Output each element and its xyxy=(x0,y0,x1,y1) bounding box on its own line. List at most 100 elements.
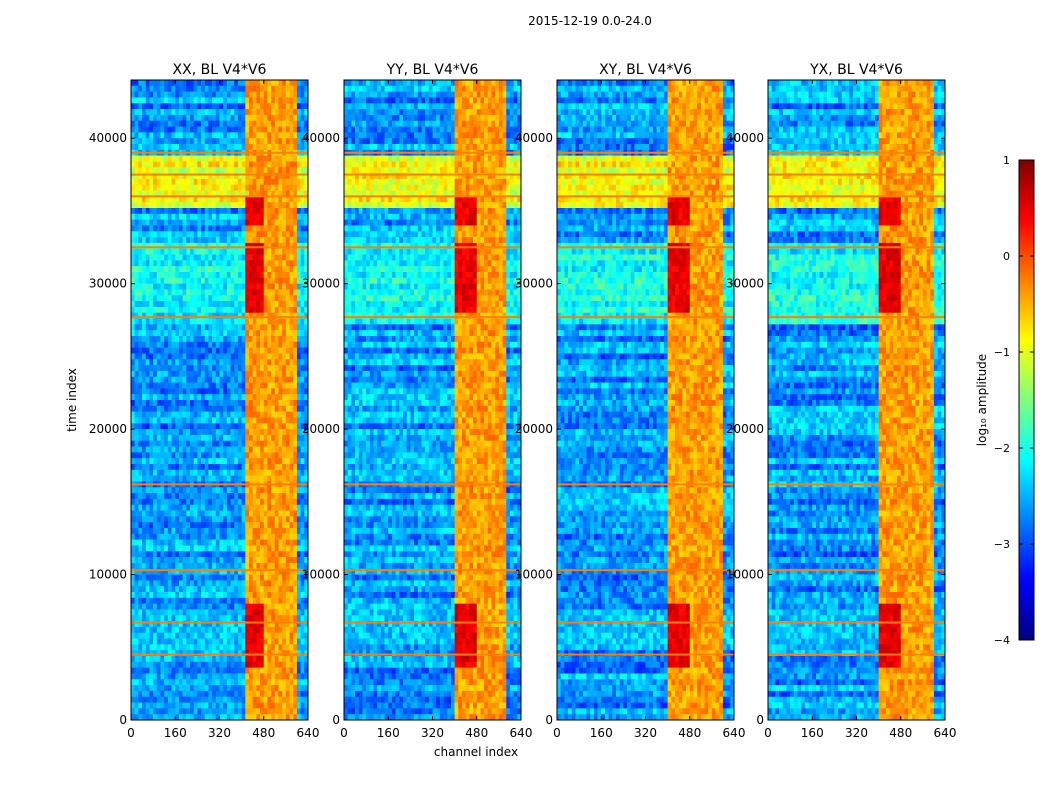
heatmap-cell xyxy=(157,255,161,261)
heatmap-cell xyxy=(220,121,224,127)
heatmap-cell xyxy=(249,266,253,272)
heatmap-cell xyxy=(301,225,305,231)
heatmap-cell xyxy=(223,260,227,266)
heatmap-cell xyxy=(186,167,190,173)
heatmap-cell xyxy=(260,301,264,307)
heatmap-cell xyxy=(194,179,198,185)
heatmap-cell xyxy=(297,266,301,272)
heatmap-cell xyxy=(153,272,157,278)
heatmap-cell xyxy=(245,127,249,133)
heatmap-cell xyxy=(142,132,146,138)
heatmap-cell xyxy=(249,92,253,98)
heatmap-cell xyxy=(260,231,264,237)
heatmap-cell xyxy=(260,167,264,173)
heatmap-cell xyxy=(242,161,246,167)
heatmap-cell xyxy=(135,86,139,92)
heatmap-cell xyxy=(290,266,294,272)
heatmap-cell xyxy=(161,109,165,115)
heatmap-cell xyxy=(175,202,179,208)
heatmap-cell xyxy=(231,255,235,261)
heatmap-cell xyxy=(164,179,168,185)
heatmap-cell xyxy=(157,220,161,226)
heatmap-cell xyxy=(186,249,190,255)
heatmap-cell xyxy=(260,138,264,144)
heatmap-cell xyxy=(175,86,179,92)
heatmap-cell xyxy=(290,202,294,208)
heatmap-cell xyxy=(135,115,139,121)
heatmap-cell xyxy=(168,127,172,133)
heatmap-cell xyxy=(279,214,283,220)
heatmap-cell xyxy=(242,225,246,231)
heatmap-cell xyxy=(301,231,305,237)
heatmap-cell xyxy=(205,127,209,133)
heatmap-cell xyxy=(227,266,231,272)
heatmap-cell xyxy=(223,127,227,133)
heatmap-cell xyxy=(249,97,253,103)
heatmap-cell xyxy=(260,214,264,220)
heatmap-cell xyxy=(172,249,176,255)
heatmap-cell xyxy=(260,115,264,121)
heatmap-cell xyxy=(212,266,216,272)
heatmap-cell xyxy=(290,260,294,266)
heatmap-cell xyxy=(131,109,135,115)
heatmap-cell xyxy=(279,295,283,301)
heatmap-cell xyxy=(183,295,187,301)
heatmap-cell xyxy=(212,278,216,284)
heatmap-cell xyxy=(164,80,168,86)
heatmap-cell xyxy=(231,231,235,237)
heatmap-cell xyxy=(245,156,249,162)
heatmap-cell xyxy=(157,121,161,127)
heatmap-cell xyxy=(260,208,264,214)
heatmap-cell xyxy=(146,138,150,144)
heatmap-cell xyxy=(194,185,198,191)
heatmap-cell xyxy=(253,121,257,127)
heatmap-cell xyxy=(242,115,246,121)
heatmap-cell xyxy=(253,156,257,162)
heatmap-cell xyxy=(138,109,142,115)
heatmap-cell xyxy=(260,144,264,150)
heatmap-cell xyxy=(297,231,301,237)
heatmap-cell xyxy=(216,266,220,272)
heatmap-cell xyxy=(190,179,194,185)
heatmap-cell xyxy=(267,144,271,150)
heatmap-cell xyxy=(168,202,172,208)
heatmap-cell xyxy=(135,179,139,185)
heatmap-cell xyxy=(175,231,179,237)
heatmap-cell xyxy=(153,161,157,167)
heatmap-cell xyxy=(153,103,157,109)
heatmap-cell xyxy=(175,255,179,261)
heatmap-cell xyxy=(135,127,139,133)
heatmap-cell xyxy=(256,289,260,295)
heatmap-cell xyxy=(179,220,183,226)
heatmap-cell xyxy=(205,86,209,92)
heatmap-cell xyxy=(190,260,194,266)
heatmap-cell xyxy=(238,301,242,307)
heatmap-cell xyxy=(234,301,238,307)
heatmap-cell xyxy=(279,115,283,121)
heatmap-cell xyxy=(135,132,139,138)
heatmap-cell xyxy=(242,97,246,103)
heatmap-cell xyxy=(286,255,290,261)
heatmap-cell xyxy=(290,284,294,290)
heatmap-cell xyxy=(149,260,153,266)
heatmap-cell xyxy=(183,214,187,220)
heatmap-cell xyxy=(297,301,301,307)
heatmap-cell xyxy=(197,208,201,214)
heatmap-cell xyxy=(293,220,297,226)
heatmap-cell xyxy=(172,97,176,103)
heatmap-cell xyxy=(301,86,305,92)
heatmap-cell xyxy=(271,144,275,150)
heatmap-cell xyxy=(161,307,165,313)
heatmap-cell xyxy=(238,295,242,301)
heatmap-cell xyxy=(131,237,135,243)
heatmap-cell xyxy=(279,249,283,255)
heatmap-cell xyxy=(135,255,139,261)
heatmap-cell xyxy=(238,231,242,237)
heatmap-cell xyxy=(290,92,294,98)
heatmap-cell xyxy=(234,202,238,208)
heatmap-cell xyxy=(242,272,246,278)
heatmap-cell xyxy=(190,266,194,272)
heatmap-cell xyxy=(286,260,290,266)
heatmap-cell xyxy=(238,278,242,284)
heatmap-cell xyxy=(245,185,249,191)
